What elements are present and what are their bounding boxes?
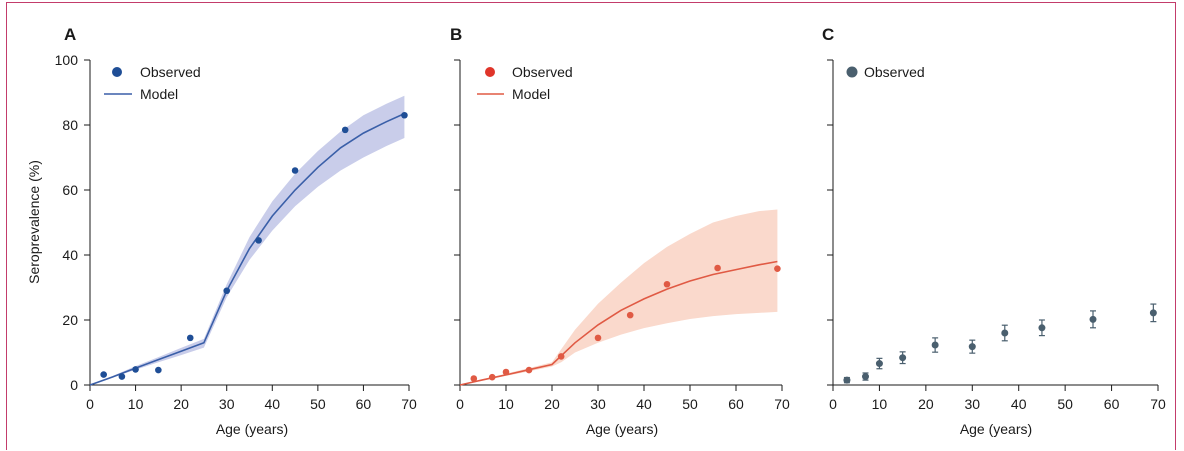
panel-a-xlabel: Age (years) [216,421,288,437]
panel-c-observed-point [843,377,850,384]
panel-b-x-tick-label: 30 [590,396,606,412]
panel-c-observed-point [1090,316,1097,323]
panel-b-x-tick-label: 40 [636,396,652,412]
panel-c-observed-point [1001,330,1008,337]
panel-b-observed-point [714,265,721,272]
panel-a-y-tick-label: 80 [62,117,78,133]
panel-b-observed-point [489,374,496,381]
panel-a-x-tick-label: 50 [310,396,326,412]
panel-a: A 0 10 20 30 40 50 60 70 0 20 40 60 80 100 Age (years… [26,25,417,437]
panel-c-x-tick-label: 20 [918,396,934,412]
panel-b-x-tick-label: 0 [456,396,464,412]
panel-a-observed-point [100,371,107,378]
panel-b-x-tick-label: 50 [682,396,698,412]
panel-b-observed-point [595,335,602,342]
panel-c-observed-point [932,342,939,349]
panel-a-letter: A [64,25,76,44]
panel-b-observed-point [558,353,565,360]
panel-a-x-tick-label: 60 [356,396,372,412]
panel-b-x-tick-label: 70 [774,396,790,412]
panel-a-legend-model: Model [140,86,178,102]
panel-a-observed-point [119,373,126,380]
panel-c-observed-point [1150,309,1157,316]
panel-a-x-tick-label: 30 [219,396,235,412]
panel-b-legend-observed-marker [485,67,495,77]
panel-b-x-tick-label: 20 [544,396,560,412]
panel-c-observed-point [1038,324,1045,331]
panel-c-x-tick-label: 50 [1057,396,1073,412]
panel-a-observed-point [223,287,230,294]
panel-a-x-tick-label: 0 [86,396,94,412]
panel-a-y-tick-label: 0 [70,377,78,393]
panel-a-y-tick-label: 20 [62,312,78,328]
panel-a-x-tick-label: 20 [173,396,189,412]
panel-c-legend: Observed [847,64,925,80]
panel-b-model-uncertainty-band [460,210,777,386]
panel-c-observed-point [969,343,976,350]
panel-a-legend: Observed Model [104,64,201,102]
panel-c-xlabel: Age (years) [960,421,1032,437]
panel-c-x-tick-label: 70 [1150,396,1166,412]
panel-a-observed-point [155,367,162,374]
panel-a-y-tick-label: 100 [55,52,79,68]
panel-c-x-tick-label: 60 [1104,396,1120,412]
panel-c-x-tick-label: 10 [872,396,888,412]
panel-c-x-tick-label: 40 [1011,396,1027,412]
panel-b-legend-observed: Observed [512,64,573,80]
panel-b-legend-model: Model [512,86,550,102]
panel-c-legend-observed: Observed [864,64,925,80]
panel-b-legend: Observed Model [477,64,573,102]
panel-a-observed-point [342,127,349,134]
panel-a-legend-observed: Observed [140,64,201,80]
panel-b-x-tick-label: 60 [728,396,744,412]
panel-b-observed-point [471,375,478,382]
panel-b-xlabel: Age (years) [586,421,658,437]
panel-c-letter: C [822,25,834,44]
panel-a-observed-point [255,237,262,244]
panel-c-x-tick-label: 30 [964,396,980,412]
panel-b-observed-point [774,265,781,272]
panel-b-letter: B [450,25,462,44]
panel-b-observed-point [664,281,671,288]
panel-a-legend-observed-marker [112,67,122,77]
panel-c-legend-observed-marker [847,67,858,78]
panel-b-observed-point [627,312,634,319]
panel-b-observed-point [503,369,510,376]
panel-a-y-tick-label: 40 [62,247,78,263]
panel-a-observed-point [401,112,408,119]
panel-c-observed-point [899,354,906,361]
panel-a-observed-point [187,335,194,342]
panel-a-observed-point [292,167,299,174]
panel-a-x-tick-label: 10 [128,396,144,412]
panel-a-observed-point [132,366,139,373]
panel-c-observed-point [862,373,869,380]
panel-b-x-tick-label: 10 [498,396,514,412]
panel-a-x-tick-label: 70 [401,396,417,412]
panel-c: C 0 10 20 30 40 50 60 70 Age (years) Observed [822,25,1166,437]
panel-a-ylabel: Seroprevalence (%) [26,160,42,284]
panel-b-observed-point [526,367,533,374]
panel-c-x-tick-label: 0 [829,396,837,412]
panel-a-model-uncertainty-band [90,96,404,385]
panel-b: B 0 10 20 30 40 50 60 70 Age (years) Observed M… [450,25,790,437]
panel-c-observed-point [876,360,883,367]
panel-a-y-tick-label: 60 [62,182,78,198]
panel-a-x-tick-label: 40 [264,396,280,412]
